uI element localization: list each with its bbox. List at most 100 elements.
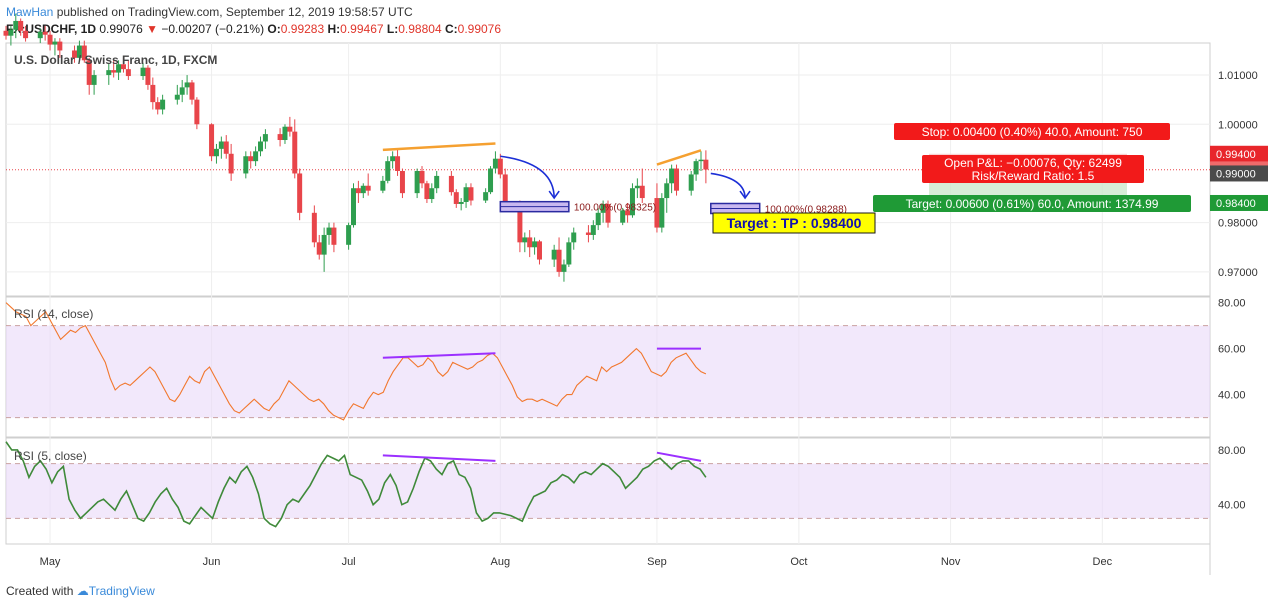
drawings[interactable]: 100.00%(0.98325) 100.00%(0.98288)Target :… [382,142,876,462]
price-axis-label: 0.99000 [1210,165,1268,182]
candle [566,237,572,267]
candle [639,168,645,203]
high-value: 0.99467 [340,22,384,36]
candle [52,38,58,56]
candle [551,244,557,267]
rsi5-band [6,463,1210,519]
candle [605,200,611,228]
rsi14-series [5,302,707,421]
svg-text:Target : TP : 0.98400: Target : TP : 0.98400 [727,215,862,231]
x-tick-label: Jul [342,556,356,568]
candle [213,143,219,164]
candle [331,222,337,253]
x-tick-label: Dec [1093,556,1113,568]
price-axis-label: 0.98400 [1210,194,1268,211]
published-text: published on TradingView.com, September … [53,5,413,19]
candle [23,25,29,42]
candle [488,166,494,195]
last-price: 0.99076 [99,22,143,36]
candle [532,237,538,255]
candle [620,207,626,226]
candle [184,75,190,95]
candle [3,25,9,40]
candle [448,171,454,196]
y-tick-label: 1.00000 [1218,119,1258,131]
candle [18,18,24,36]
symbol-info-line: FX:USDCHF, 1D 0.99076 ▼ −0.00207 (−0.21%… [6,22,501,36]
candle [659,193,665,233]
x-tick-label: Aug [491,556,511,568]
candle [536,239,542,265]
candle [57,38,63,58]
low-label: L: [386,22,399,36]
candle [13,13,19,39]
divergence-line-rsi14-1 [382,352,496,359]
candle [424,180,430,203]
candle [106,62,112,85]
low-value: 0.98804 [398,22,442,36]
candle [248,151,254,169]
long-short-position[interactable]: Stop: 0.00400 (0.40%) 40.0, Amount: 750 O… [6,123,1210,212]
y-tick-label: 60.00 [1218,344,1246,356]
symbol-label: FX:USDCHF, 1D [6,22,97,36]
candle [625,202,631,223]
candle [629,183,635,218]
change-down-icon: ▼ [146,22,158,36]
candle [669,164,675,194]
y-tick-label: 40.00 [1218,390,1246,402]
candle [194,97,200,130]
candle [664,178,670,213]
candle [434,171,440,194]
candle [277,128,283,147]
author-name[interactable]: MawHan [6,5,54,19]
chart-area[interactable]: Stop: 0.00400 (0.40%) 40.0, Amount: 750 O… [0,0,1274,575]
candle [453,189,459,208]
open-label: O: [267,22,281,36]
candle [91,70,97,95]
candle [355,180,361,203]
candle [218,136,224,159]
rsi14-band [6,325,1210,418]
candle [468,183,474,206]
tradingview-logo-icon[interactable]: ☁ [76,584,89,598]
arrow-down-2 [710,172,746,199]
candle [429,183,435,203]
pnl-label: Open P&L: −0.00076, Qty: 62499Risk/Rewar… [922,155,1144,183]
candle [346,222,352,250]
high-label: H: [327,22,341,36]
candle [399,168,405,199]
candle [125,60,131,80]
candle [634,178,640,199]
rsi14-title: RSI (14, close) [14,307,93,321]
tradingview-brand[interactable]: TradingView [88,584,155,598]
candle [209,123,215,162]
y-tick-label: 80.00 [1218,298,1246,310]
rsi14-line [5,302,707,421]
target-label: Target: 0.00600 (0.61%) 60.0, Amount: 13… [873,195,1191,212]
candles [3,13,709,282]
candle [316,234,322,260]
candle [292,119,298,179]
candle [223,135,229,159]
candle [395,149,401,176]
svg-text:0.99400: 0.99400 [1216,149,1256,161]
candle [326,222,332,245]
divergence-line-rsi5-2 [656,451,702,462]
rsi5-title: RSI (5, close) [14,449,87,463]
candle [698,151,704,171]
candle [47,30,53,51]
candle [595,207,601,231]
candle [86,57,92,95]
svg-text:0.98400: 0.98400 [1216,198,1256,210]
candle [8,25,14,46]
candle [561,259,567,282]
candle [414,168,420,199]
y-tick-label: 80.00 [1218,445,1246,457]
candle [654,183,660,233]
candle [150,77,156,110]
candle [390,151,396,169]
candle [189,79,195,105]
change-value: −0.00207 (−0.21%) [161,22,265,36]
candle [111,60,117,78]
candle [116,60,122,80]
